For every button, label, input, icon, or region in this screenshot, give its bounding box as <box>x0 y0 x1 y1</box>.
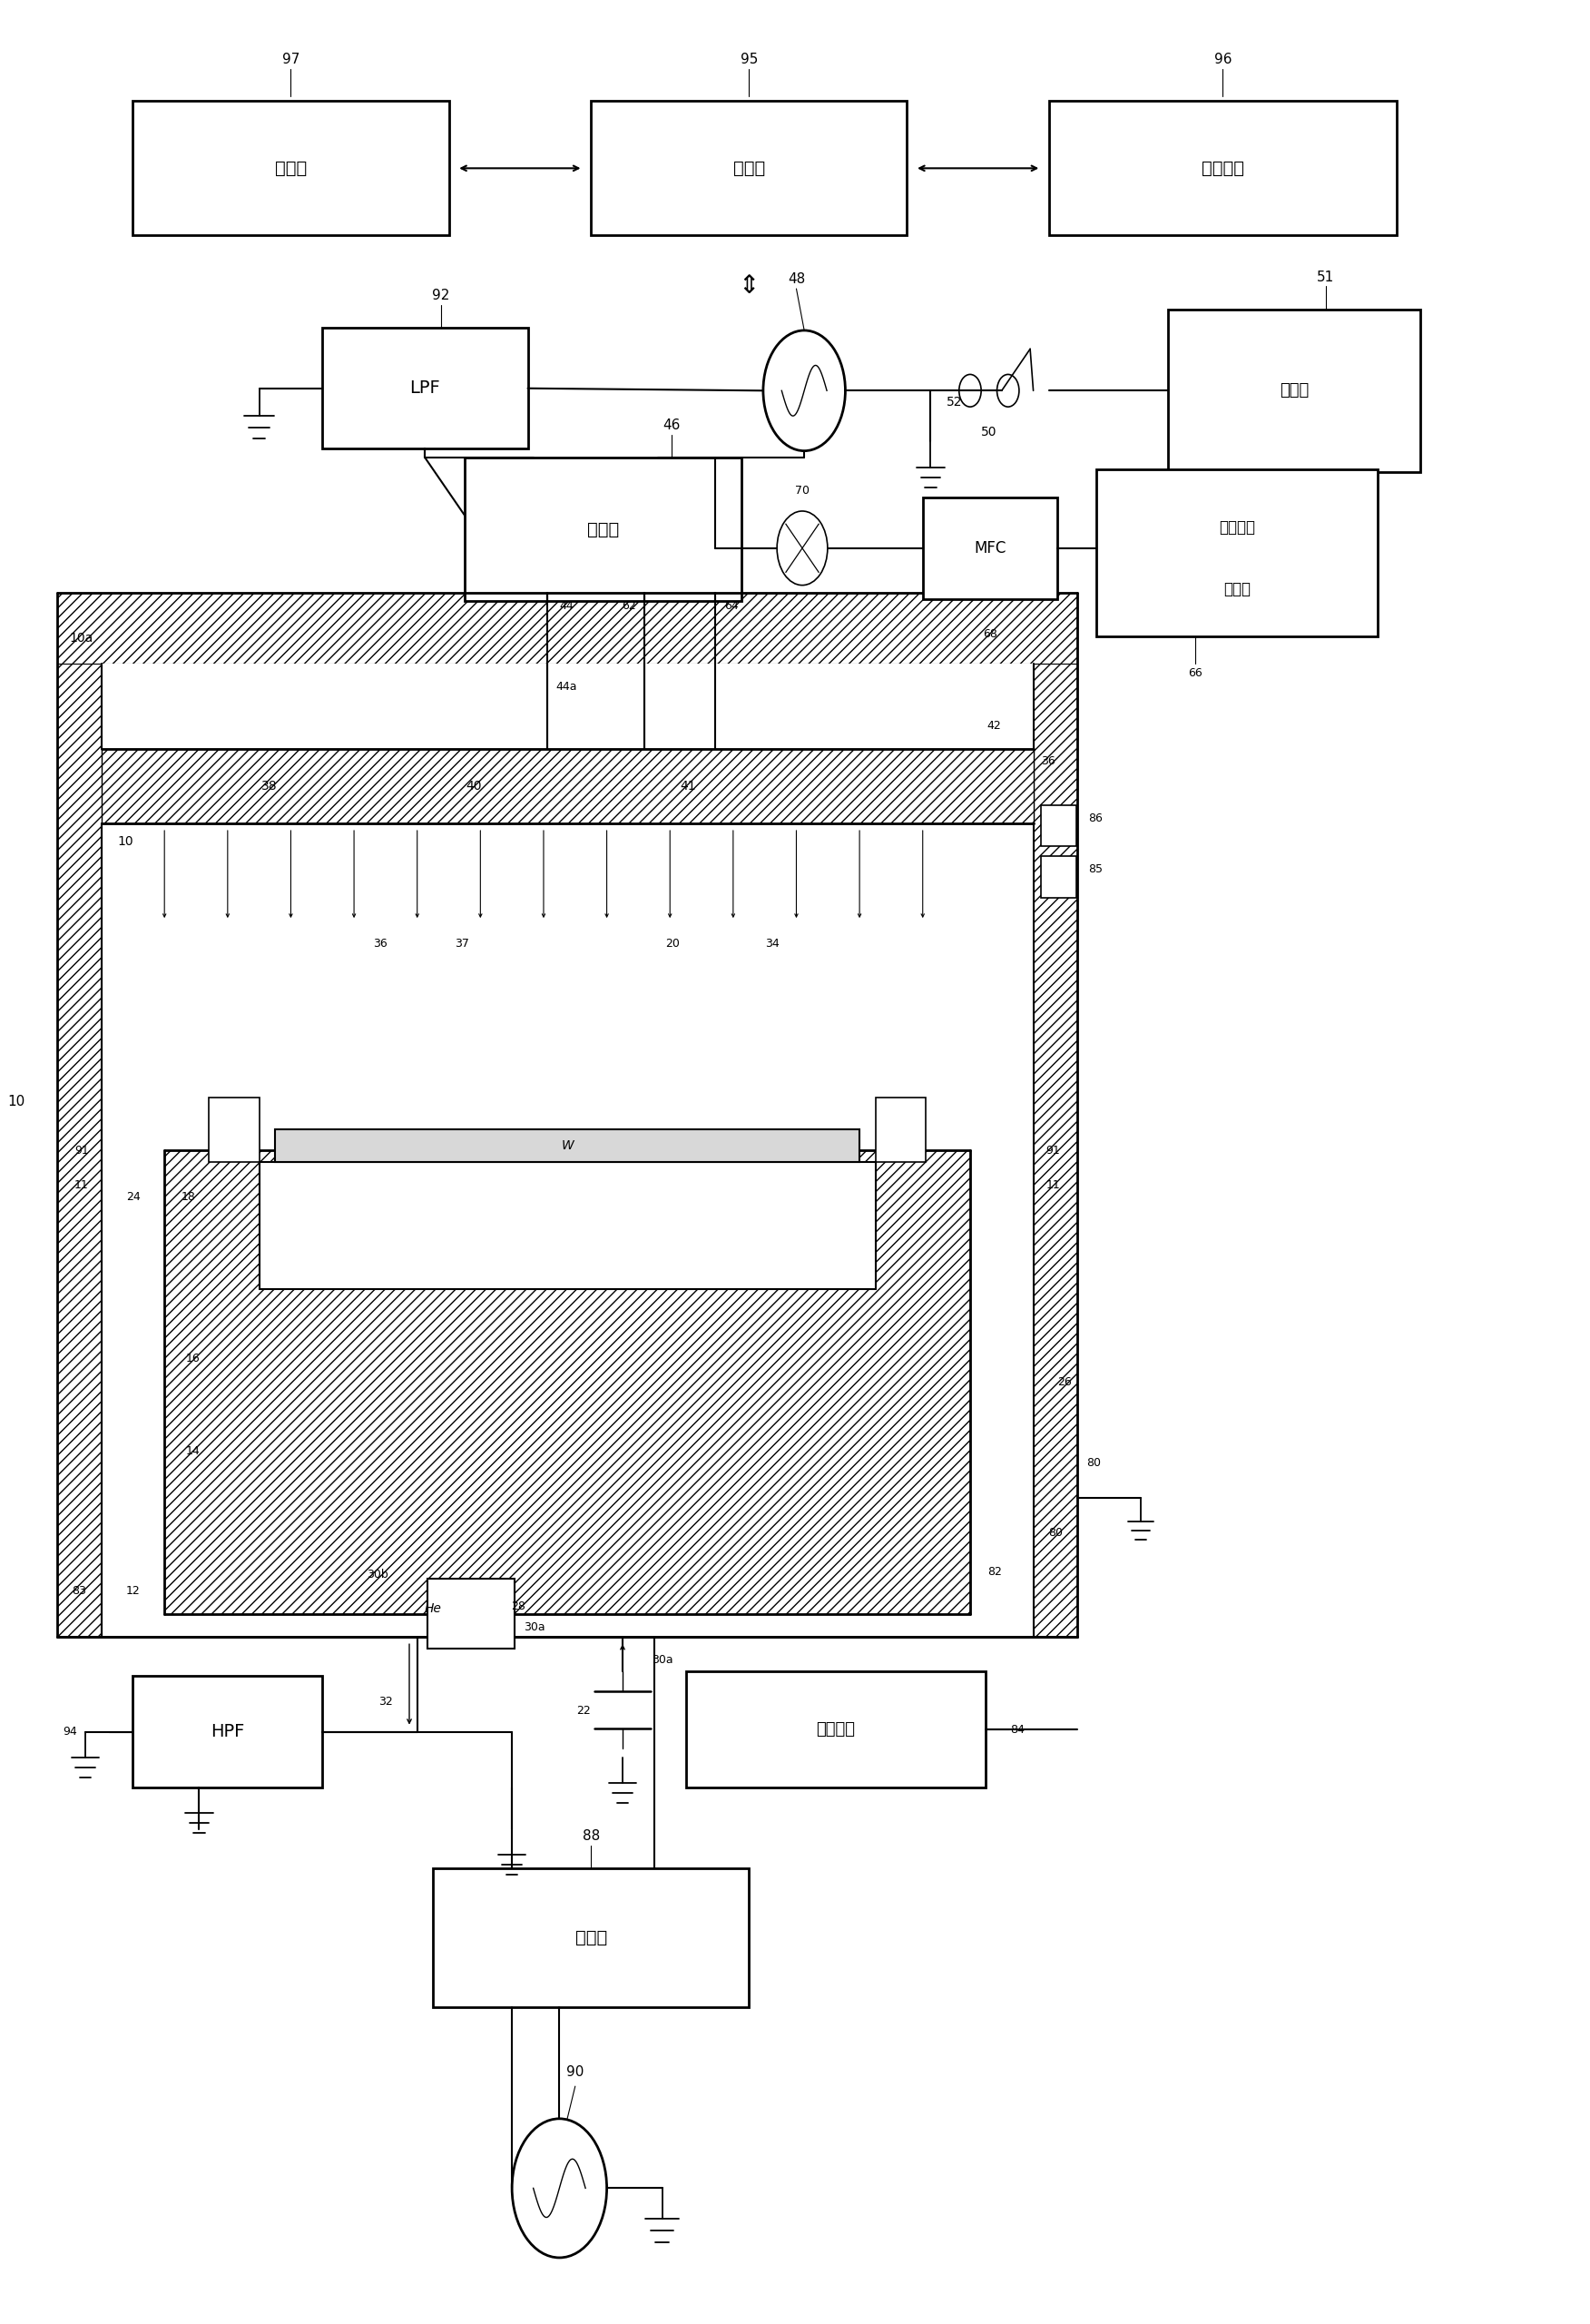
Text: 匹配器: 匹配器 <box>576 1929 607 1948</box>
Bar <box>164 1150 970 1613</box>
Bar <box>432 1868 749 2008</box>
Bar <box>464 458 741 602</box>
Text: 10: 10 <box>118 837 134 848</box>
Text: 86: 86 <box>1089 813 1103 825</box>
Bar <box>922 497 1057 600</box>
Text: 44a: 44a <box>556 681 577 693</box>
Text: 85: 85 <box>1089 865 1103 876</box>
Text: HPF: HPF <box>210 1722 245 1741</box>
Text: 26: 26 <box>1057 1376 1072 1387</box>
Bar <box>57 665 102 1636</box>
Bar <box>275 1129 860 1162</box>
Text: 97: 97 <box>281 53 299 65</box>
Text: 36: 36 <box>374 939 388 951</box>
Text: LPF: LPF <box>410 379 440 397</box>
Bar <box>428 1578 514 1648</box>
Text: 41: 41 <box>681 781 696 792</box>
Text: 88: 88 <box>582 1829 599 1843</box>
Bar <box>1034 665 1078 1636</box>
Text: 46: 46 <box>663 418 681 432</box>
Text: 38: 38 <box>261 781 277 792</box>
Text: 匹配器: 匹配器 <box>587 521 619 539</box>
Text: 95: 95 <box>741 53 758 65</box>
Text: 16: 16 <box>186 1353 200 1364</box>
Text: 82: 82 <box>987 1566 1002 1578</box>
Text: 11: 11 <box>1046 1178 1061 1192</box>
Bar <box>134 1676 323 1787</box>
Text: 排气装置: 排气装置 <box>816 1722 855 1738</box>
Bar <box>208 1097 259 1162</box>
Bar <box>1049 100 1396 235</box>
Text: 91: 91 <box>75 1143 89 1157</box>
Text: 52: 52 <box>946 395 962 409</box>
Text: 94: 94 <box>62 1727 76 1738</box>
Text: 80: 80 <box>1048 1527 1062 1538</box>
Text: 32: 32 <box>378 1697 393 1708</box>
Text: ⇕: ⇕ <box>738 274 760 300</box>
Bar <box>1167 309 1420 472</box>
Text: 控制部: 控制部 <box>733 160 765 177</box>
Text: 川户接口: 川户接口 <box>1202 160 1245 177</box>
Text: MFC: MFC <box>973 539 1006 555</box>
Text: 控制器: 控制器 <box>1280 383 1309 400</box>
Text: 50: 50 <box>981 425 997 439</box>
Text: 51: 51 <box>1317 270 1334 284</box>
Text: 24: 24 <box>127 1190 142 1202</box>
Bar <box>876 1097 925 1162</box>
Text: 20: 20 <box>665 939 679 951</box>
Text: 30b: 30b <box>367 1569 388 1580</box>
Bar <box>591 100 906 235</box>
Text: 62: 62 <box>622 600 636 611</box>
Text: 80: 80 <box>1086 1457 1100 1469</box>
Text: 处理气体: 处理气体 <box>1220 521 1255 537</box>
Text: 83: 83 <box>72 1585 86 1597</box>
Text: 22: 22 <box>577 1706 591 1717</box>
Text: 10: 10 <box>8 1095 25 1109</box>
Text: He: He <box>425 1604 442 1615</box>
Text: 91: 91 <box>1046 1143 1061 1157</box>
Text: 30a: 30a <box>652 1655 673 1666</box>
Bar <box>102 748 1034 823</box>
Text: 66: 66 <box>1188 667 1202 679</box>
Text: 96: 96 <box>1215 53 1232 65</box>
Bar <box>1097 469 1377 637</box>
Bar <box>57 593 1078 665</box>
Text: 14: 14 <box>186 1446 200 1457</box>
Text: 12: 12 <box>126 1585 140 1597</box>
Text: 42: 42 <box>987 720 1002 732</box>
Text: 28: 28 <box>510 1601 526 1613</box>
Text: 40: 40 <box>466 781 482 792</box>
Text: 37: 37 <box>455 939 469 951</box>
Text: 34: 34 <box>765 939 779 951</box>
Bar <box>259 1162 876 1290</box>
Bar <box>1041 855 1076 897</box>
Bar <box>134 100 448 235</box>
Text: 10a: 10a <box>70 632 94 644</box>
Text: 11: 11 <box>75 1178 89 1192</box>
Bar <box>1041 804 1076 846</box>
Text: 92: 92 <box>432 288 450 302</box>
Text: 44: 44 <box>560 600 574 611</box>
Text: 68: 68 <box>983 627 997 639</box>
Text: 供给源: 供给源 <box>1223 581 1251 597</box>
Text: 64: 64 <box>723 600 738 611</box>
Text: 48: 48 <box>787 272 805 286</box>
Bar <box>685 1671 986 1787</box>
Bar <box>102 665 1034 748</box>
Text: 90: 90 <box>566 2066 584 2080</box>
Text: W: W <box>561 1139 574 1153</box>
Text: 36: 36 <box>1041 755 1056 767</box>
Text: 70: 70 <box>795 483 809 495</box>
Bar <box>323 328 528 449</box>
Text: 18: 18 <box>181 1190 196 1202</box>
Text: 84: 84 <box>1010 1724 1024 1736</box>
Text: 30a: 30a <box>523 1622 545 1634</box>
Text: 存储部: 存储部 <box>275 160 307 177</box>
